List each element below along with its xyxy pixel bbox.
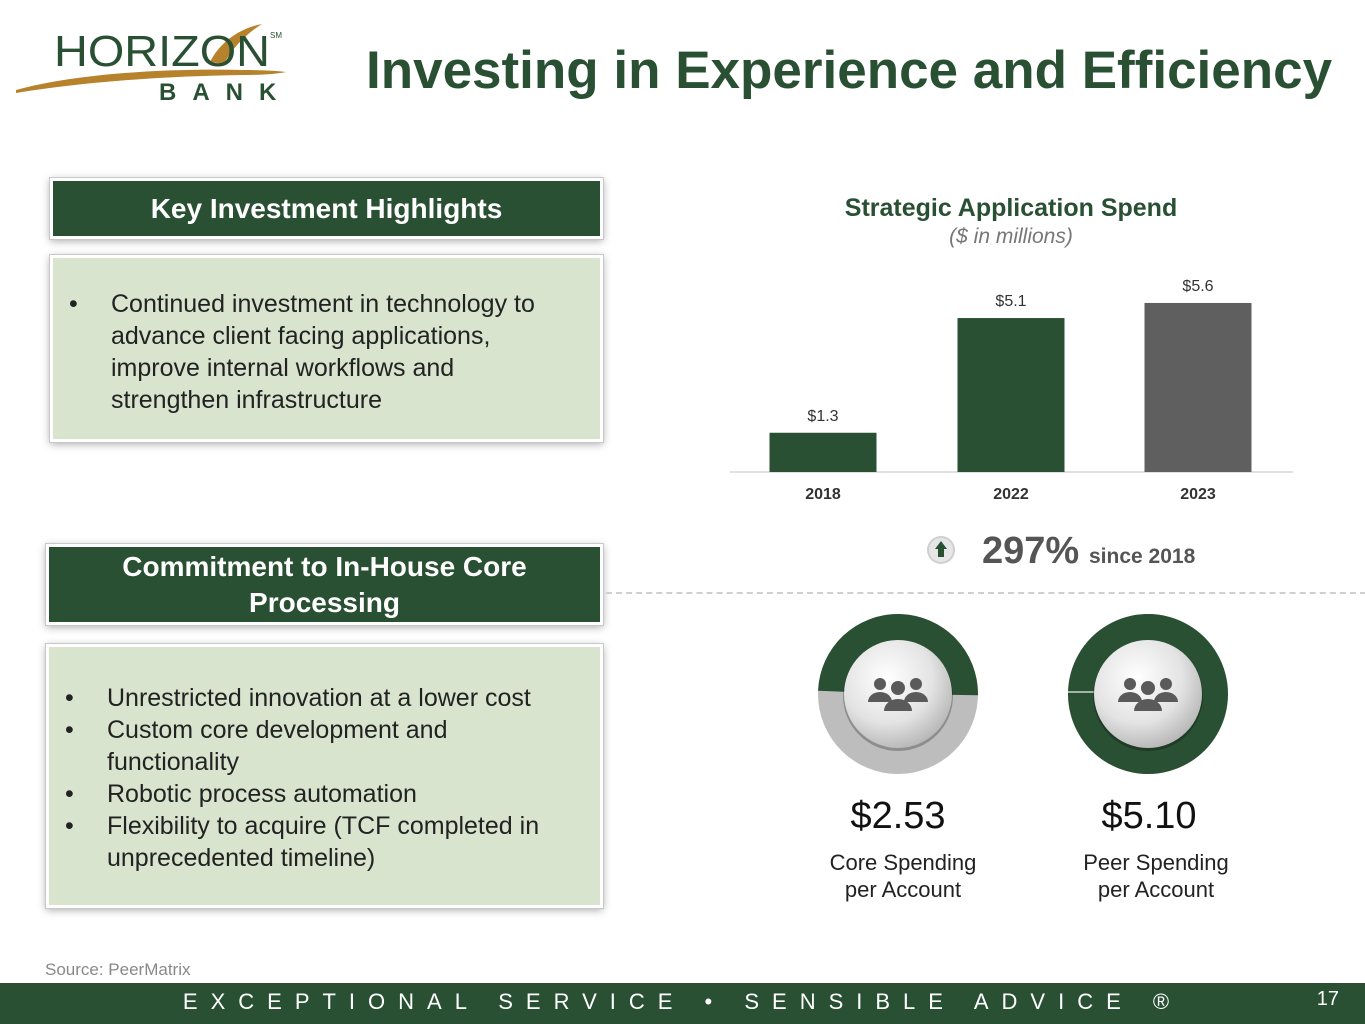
core-spending-label-line: per Account	[844, 877, 962, 902]
up-arrow-icon	[927, 536, 955, 564]
highlights-panel: Continued investment in technology to ad…	[49, 254, 604, 443]
core-spending-label: Core Spending per Account	[803, 849, 1003, 903]
bar-value-label: $1.3	[807, 408, 838, 425]
core-panel: Unrestricted innovation at a lower cost …	[45, 643, 604, 909]
peer-spending-amount: $5.10	[1101, 795, 1197, 837]
footer-tagline: EXCEPTIONAL SERVICE • SENSIBLE ADVICE ®	[182, 989, 1183, 1014]
section-divider	[606, 592, 1365, 594]
increase-label: since 2018	[1089, 545, 1196, 568]
bar-2022	[957, 318, 1065, 472]
strategic-spend-chart: Strategic Application Spend ($ in millio…	[730, 194, 1293, 503]
bar-2018	[769, 432, 877, 472]
core-spending-amount: $2.53	[850, 795, 946, 837]
x-tick-label: 2023	[1180, 486, 1216, 503]
chart-subtitle: ($ in millions)	[949, 225, 1073, 248]
highlights-heading-text: Key Investment Highlights	[150, 192, 503, 224]
footer-bar	[0, 983, 1365, 1024]
core-bullet: Custom core development and functionalit…	[49, 714, 600, 778]
core-heading: Commitment to In-House Core Processing	[45, 543, 604, 626]
svg-text:BANK: BANK	[159, 79, 292, 106]
bar-value-label: $5.6	[1182, 278, 1213, 295]
peer-spending-label-line: Peer Spending	[1083, 850, 1229, 875]
source-note: Source: PeerMatrix	[45, 960, 191, 979]
highlights-bullet: Continued investment in technology to ad…	[53, 288, 600, 416]
increase-value: 297%	[982, 530, 1080, 572]
peer-spending-donut	[1068, 614, 1228, 774]
people-group-icon	[1118, 678, 1178, 711]
horizon-bank-logo: HORIZON SM BANK	[16, 24, 292, 106]
chart-title: Strategic Application Spend	[845, 194, 1177, 222]
x-tick-label: 2022	[993, 486, 1029, 503]
core-bullet: Robotic process automation	[49, 778, 600, 810]
svg-text:HORIZON: HORIZON	[54, 27, 270, 76]
people-group-icon	[868, 678, 928, 711]
peer-spending-label: Peer Spending per Account	[1056, 849, 1256, 903]
highlights-heading: Key Investment Highlights	[49, 177, 604, 240]
x-tick-label: 2018	[805, 486, 841, 503]
core-heading-text: Commitment to In-House Core Processing	[122, 550, 527, 618]
bar-2023	[1144, 302, 1252, 472]
peer-spending-label-line: per Account	[1097, 877, 1215, 902]
page-title: Investing in Experience and Efficiency	[366, 41, 1333, 100]
page-number: 17	[1316, 988, 1339, 1010]
core-spending-label-line: Core Spending	[829, 850, 977, 875]
core-bullet: Unrestricted innovation at a lower cost	[49, 682, 600, 714]
core-spending-donut	[818, 614, 978, 774]
bar-value-label: $5.1	[995, 293, 1026, 310]
increase-callout: 297% since 2018	[925, 530, 1255, 574]
svg-text:SM: SM	[270, 31, 282, 40]
core-bullet: Flexibility to acquire (TCF completed in…	[49, 810, 600, 874]
